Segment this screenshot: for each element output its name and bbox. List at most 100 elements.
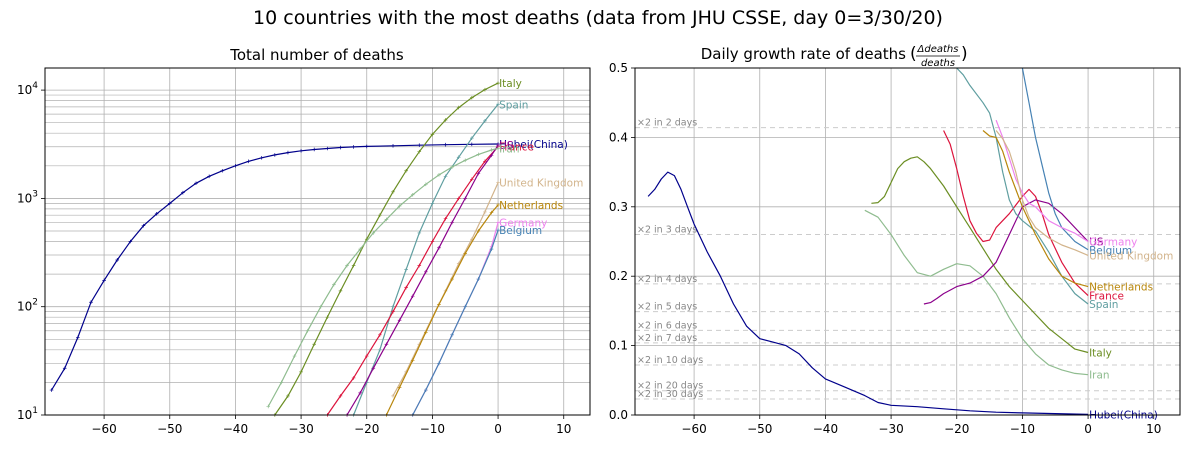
right-x-tick-label: −10 bbox=[1010, 422, 1035, 436]
right-title-numerator: Δdeaths bbox=[917, 44, 959, 55]
left-point-marker bbox=[358, 247, 362, 251]
right-series-label: US bbox=[1089, 237, 1104, 249]
left-point-marker bbox=[417, 149, 422, 154]
left-point-marker bbox=[167, 201, 172, 206]
left-point-marker bbox=[102, 278, 106, 283]
right-line-hubei-china- bbox=[647, 171, 1089, 415]
left-series-label: Italy bbox=[499, 78, 522, 90]
left-point-marker bbox=[424, 330, 428, 335]
left-point-marker bbox=[384, 217, 389, 222]
left-point-marker bbox=[430, 132, 435, 137]
right-y-tick-label: 0.0 bbox=[609, 408, 628, 422]
left-point-marker bbox=[345, 263, 349, 268]
left-point-marker bbox=[325, 315, 330, 319]
left-point-marker bbox=[181, 190, 185, 195]
left-line-us bbox=[346, 144, 499, 416]
left-point-marker bbox=[49, 388, 54, 392]
left-point-marker bbox=[351, 263, 356, 268]
left-chart-title: Total number of deaths bbox=[229, 46, 404, 64]
left-point-marker bbox=[332, 282, 336, 287]
doubling-line-label: ×2 in 30 days bbox=[637, 389, 703, 400]
left-point-marker bbox=[496, 180, 500, 185]
left-point-marker bbox=[391, 144, 395, 148]
left-point-marker bbox=[338, 394, 343, 398]
left-point-marker bbox=[463, 304, 468, 309]
left-point-marker bbox=[391, 304, 395, 309]
left-point-marker bbox=[397, 204, 402, 208]
right-line-spain bbox=[956, 68, 1089, 305]
doubling-reference-lines: ×2 in 2 days ×2 in 3 days ×2 in 4 days ×2 i… bbox=[635, 118, 1180, 400]
left-point-marker bbox=[450, 165, 454, 169]
left-point-marker bbox=[489, 210, 494, 215]
left-point-marker bbox=[410, 294, 415, 299]
left-x-tick-label: −40 bbox=[223, 422, 248, 436]
left-point-marker bbox=[286, 394, 290, 398]
left-point-marker bbox=[279, 380, 284, 385]
left-series-label: Netherlands bbox=[499, 200, 563, 212]
right-title-paren-open: ( bbox=[910, 44, 917, 64]
left-point-marker bbox=[351, 145, 356, 149]
left-point-marker bbox=[456, 155, 461, 160]
left-point-marker bbox=[437, 361, 441, 366]
left-point-marker bbox=[391, 190, 395, 194]
left-point-marker bbox=[463, 158, 468, 163]
doubling-line-label: ×2 in 4 days bbox=[637, 274, 697, 285]
left-point-marker bbox=[410, 192, 415, 197]
doubling-line-label: ×2 in 5 days bbox=[637, 302, 697, 313]
left-point-marker bbox=[489, 247, 494, 251]
left-series-label: France bbox=[499, 142, 534, 154]
left-chart-total-deaths: −60 −50 −40 −30 −20 −10 0 10 101 102 103 104 Hubei(C… bbox=[17, 67, 591, 436]
left-point-marker bbox=[371, 231, 376, 235]
left-point-marker bbox=[318, 304, 323, 309]
left-point-marker bbox=[489, 153, 494, 158]
right-x-tick-label: 10 bbox=[1146, 422, 1161, 436]
right-y-tick-label: 0.3 bbox=[609, 200, 628, 214]
right-line-italy bbox=[871, 156, 1089, 354]
left-point-marker bbox=[496, 143, 500, 147]
left-line-germany bbox=[412, 222, 499, 416]
left-point-marker bbox=[476, 152, 481, 157]
right-x-tick-label: −50 bbox=[747, 422, 772, 436]
left-point-marker bbox=[496, 146, 500, 151]
left-point-marker bbox=[76, 335, 80, 340]
left-point-marker bbox=[483, 210, 487, 214]
right-title-denominator: deaths bbox=[921, 58, 955, 69]
right-series-label: Iran bbox=[1089, 370, 1110, 382]
left-point-marker bbox=[194, 181, 198, 186]
left-point-marker bbox=[470, 136, 474, 140]
left-point-marker bbox=[286, 150, 290, 155]
left-point-marker bbox=[364, 144, 369, 149]
left-point-marker bbox=[397, 385, 402, 390]
left-series-label: United Kingdom bbox=[499, 178, 583, 190]
doubling-line-label: ×2 in 7 days bbox=[637, 333, 697, 344]
doubling-line-label: ×2 in 2 days bbox=[637, 118, 697, 129]
left-series-label: Germany bbox=[499, 217, 547, 229]
right-line-us bbox=[923, 199, 1089, 305]
left-point-marker bbox=[489, 148, 494, 152]
left-point-marker bbox=[450, 220, 454, 225]
left-point-marker bbox=[450, 333, 454, 337]
left-y-ticks: 101 102 103 104 bbox=[17, 81, 45, 422]
left-line-france bbox=[326, 146, 499, 416]
left-line-hubei-china- bbox=[51, 143, 499, 391]
left-point-marker bbox=[424, 182, 428, 187]
left-point-marker bbox=[89, 300, 93, 305]
left-series-label: Iran bbox=[499, 143, 520, 155]
right-x-tick-label: −40 bbox=[813, 422, 838, 436]
right-series-label: Germany bbox=[1089, 237, 1137, 249]
right-title-paren-close: ) bbox=[961, 44, 968, 64]
left-x-tick-label: −20 bbox=[354, 422, 379, 436]
right-series-labels: Hubei(China)ItalyIranFranceUSSpainBelgiu… bbox=[1089, 237, 1173, 422]
left-line-spain bbox=[353, 103, 499, 416]
right-series-label: Spain bbox=[1089, 299, 1118, 311]
left-point-marker bbox=[463, 251, 468, 256]
left-point-marker bbox=[483, 119, 487, 123]
left-point-marker bbox=[417, 263, 422, 268]
right-chart-title: Daily growth rate of deaths ( Δdeaths de… bbox=[701, 44, 968, 69]
left-x-tick-label: −50 bbox=[157, 422, 182, 436]
left-series-label: US bbox=[499, 140, 514, 152]
left-series-label: Belgium bbox=[499, 225, 542, 237]
left-point-marker bbox=[358, 391, 362, 395]
left-x-tick-label: −60 bbox=[91, 422, 116, 436]
